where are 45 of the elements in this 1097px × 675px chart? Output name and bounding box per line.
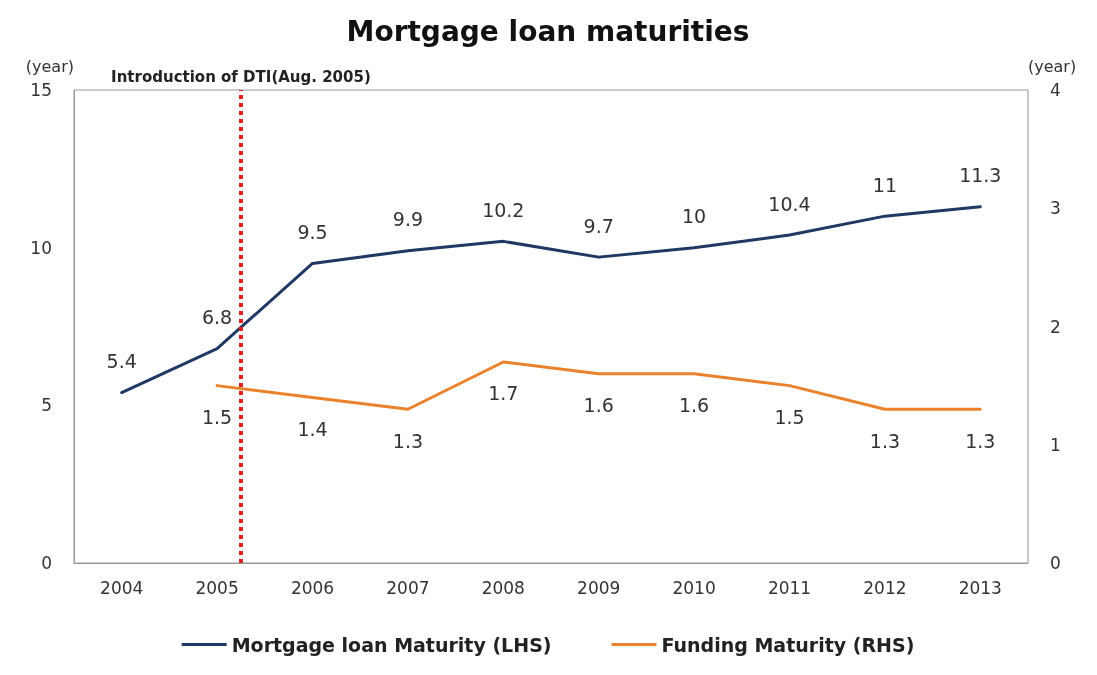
y2-tick-label: 0: [1050, 553, 1061, 573]
y2-tick-label: 4: [1050, 80, 1061, 100]
x-tick-label: 2006: [290, 577, 335, 598]
x-tick-label: 2004: [100, 577, 144, 598]
y-tick-label: 10: [30, 237, 52, 258]
x-tick-label: 2010: [672, 577, 716, 598]
legend-label: Mortgage loan Maturity (LHS): [231, 633, 552, 656]
data-label: 1.6: [678, 394, 710, 417]
data-label: 6.8: [201, 306, 233, 329]
data-label: 9.9: [392, 208, 424, 231]
data-label: 9.7: [583, 214, 614, 237]
line-series: [215, 360, 982, 411]
data-label: 1.5: [201, 406, 233, 429]
data-label: 11.3: [959, 164, 1002, 187]
legend-label: Funding Maturity (RHS): [661, 633, 915, 656]
data-label: 9.5: [297, 220, 328, 243]
data-label: 1.7: [488, 382, 519, 405]
y-tick-label: 15: [30, 80, 52, 100]
data-label: 1.4: [297, 417, 328, 440]
y-axis-title: (year): [25, 56, 74, 76]
x-tick-label: 2011: [767, 577, 812, 598]
data-label: 1.3: [965, 429, 996, 452]
x-tick-label: 2008: [481, 577, 525, 598]
data-label: 10.4: [768, 192, 811, 215]
x-tick-label: 2005: [195, 577, 239, 598]
y-tick-label: 0: [41, 553, 52, 573]
data-label: 1.3: [392, 429, 424, 452]
ref-line-label: Introduction of DTI(Aug. 2005): [111, 67, 371, 86]
data-label: 5.4: [106, 350, 137, 373]
chart-title: Mortgage loan maturities: [346, 14, 750, 48]
x-tick-label: 2012: [863, 577, 907, 598]
y-tick-label: 5: [41, 395, 52, 416]
data-label: 10.2: [482, 198, 525, 221]
y2-tick-label: 1: [1050, 434, 1061, 455]
x-tick-label: 2013: [958, 577, 1002, 598]
y2-tick-label: 3: [1050, 198, 1061, 219]
data-label: 1.5: [774, 406, 805, 429]
x-tick-label: 2007: [386, 577, 430, 598]
data-label: 11: [872, 173, 897, 196]
data-label: 10: [682, 205, 707, 228]
x-tick-label: 2009: [577, 577, 621, 598]
data-label: 1.3: [869, 429, 901, 452]
y2-axis-title: (year): [1028, 56, 1077, 76]
y2-tick-label: 2: [1050, 316, 1061, 337]
data-label: 1.6: [583, 394, 614, 417]
